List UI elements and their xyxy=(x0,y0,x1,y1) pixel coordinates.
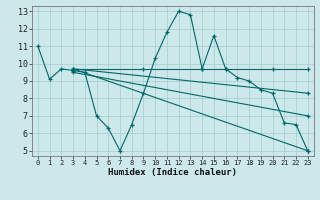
X-axis label: Humidex (Indice chaleur): Humidex (Indice chaleur) xyxy=(108,168,237,177)
